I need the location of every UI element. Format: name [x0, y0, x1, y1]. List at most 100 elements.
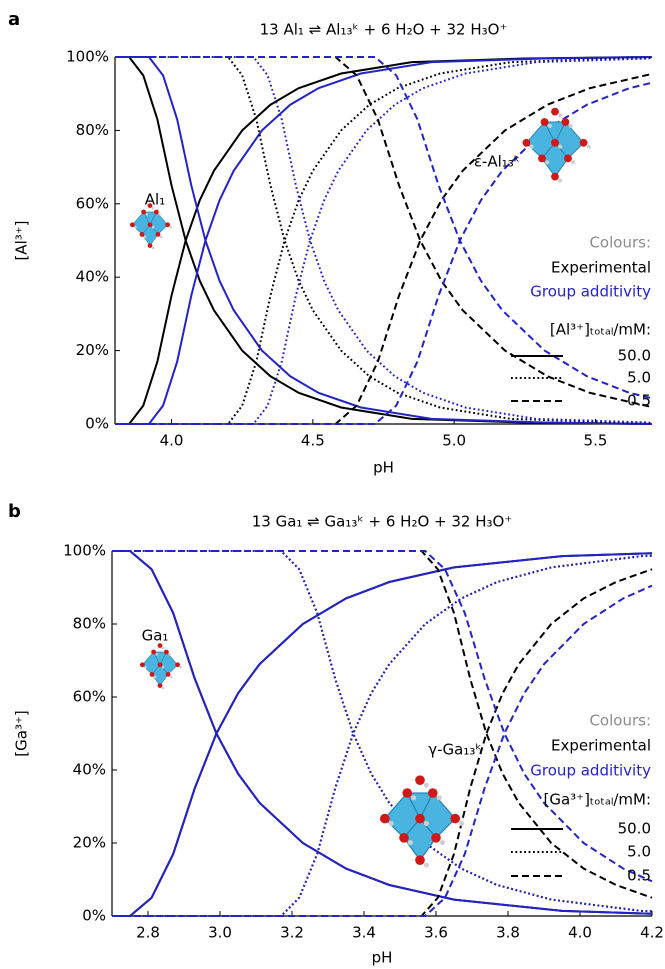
hydrogen-atom: [436, 795, 442, 801]
legend-title: Colours:: [589, 712, 651, 730]
oxygen-atom: [402, 788, 412, 798]
molecule-icon: [380, 775, 465, 868]
hydrogen-atom: [151, 225, 155, 229]
hydrogen-atom: [151, 206, 155, 210]
oxygen-atom: [431, 833, 441, 843]
x-tick-label: 3.6: [424, 924, 448, 942]
x-axis-label: pH: [372, 949, 393, 967]
data-line: [112, 552, 653, 917]
y-tick-label: 20%: [76, 341, 109, 359]
oxygen-atom: [157, 662, 163, 668]
legend-title: [Ga³⁺]ₜₒₜₐₗ/mM:: [543, 791, 651, 809]
hydrogen-atom: [144, 665, 147, 669]
y-tick-label: 60%: [76, 194, 109, 212]
oxygen-atom: [551, 138, 559, 147]
legend-entry: 5.0: [627, 843, 651, 861]
data-line: [115, 56, 653, 425]
hydrogen-atom: [411, 795, 417, 801]
data-line: [115, 56, 653, 425]
hydrogen-atom: [151, 246, 155, 250]
data-line: [115, 57, 653, 425]
data-line: [112, 554, 653, 917]
oxygen-atom: [415, 855, 425, 865]
hydrogen-atom: [558, 144, 563, 149]
hydrogen-atom: [153, 675, 157, 679]
x-tick-label: 3.8: [496, 924, 520, 942]
hydrogen-atom: [169, 675, 173, 679]
x-tick-label: 2.8: [136, 924, 160, 942]
x-tick-label: 4.5: [301, 432, 325, 450]
oxygen-atom: [130, 222, 135, 228]
annotation: ε-Al₁₃ᵏ: [474, 153, 520, 171]
oxygen-atom: [147, 203, 153, 208]
hydrogen-atom: [179, 665, 183, 669]
hydrogen-atom: [134, 225, 137, 229]
chart-title: 13 Ga₁ ⇌ Ga₁₃ᵏ + 6 H₂O + 32 H₃O⁺: [252, 513, 513, 531]
oxygen-atom: [415, 775, 425, 785]
x-tick-label: 4.2: [640, 924, 664, 942]
annotation: γ-Ga₁₃ᵏ: [428, 741, 482, 759]
y-axis-label: [Ga³⁺]: [13, 710, 31, 756]
hydrogen-atom: [423, 820, 429, 826]
oxygen-atom: [538, 154, 546, 163]
hydrogen-atom: [547, 123, 552, 128]
y-tick-label: 40%: [73, 761, 106, 779]
data-line: [115, 56, 653, 409]
oxygen-atom: [551, 172, 559, 181]
oxygen-atom: [380, 813, 390, 824]
legend-entry: Group additivity: [530, 762, 651, 780]
hydrogen-atom: [586, 144, 591, 149]
y-tick-label: 40%: [76, 268, 109, 286]
x-tick-label: 3.2: [280, 924, 304, 942]
hydrogen-atom: [439, 840, 445, 846]
y-tick-label: 0%: [82, 907, 106, 925]
hydrogen-atom: [169, 225, 173, 229]
oxygen-atom: [428, 788, 438, 798]
legend-entry: 50.0: [618, 347, 651, 365]
panel-label: a: [8, 9, 20, 30]
data-line: [112, 584, 653, 917]
x-tick-label: 4.0: [568, 924, 592, 942]
x-tick-label: 3.0: [208, 924, 232, 942]
legend-entry: Group additivity: [530, 283, 651, 301]
oxygen-atom: [149, 672, 155, 677]
y-tick-label: 100%: [63, 542, 106, 560]
oxygen-atom: [540, 118, 549, 126]
data-line: [112, 550, 653, 915]
data-line: [112, 550, 653, 913]
hydrogen-atom: [571, 160, 576, 165]
legend-entry: 50.0: [618, 820, 651, 838]
hydrogen-atom: [143, 235, 147, 239]
hydrogen-atom: [145, 213, 149, 216]
oxygen-atom: [165, 672, 171, 677]
oxygen-atom: [165, 222, 170, 228]
data-line: [115, 56, 653, 425]
data-line: [115, 56, 650, 424]
x-tick-label: 4.0: [160, 432, 184, 450]
hydrogen-atom: [158, 213, 161, 216]
legend-entry: 0.5: [627, 392, 651, 410]
oxygen-atom: [561, 118, 570, 126]
x-tick-label: 5.5: [584, 432, 608, 450]
hydrogen-atom: [168, 653, 171, 656]
oxygen-atom: [139, 232, 145, 237]
hydrogen-atom: [161, 646, 165, 650]
hydrogen-atom: [459, 820, 465, 826]
annotation: Ga₁: [142, 627, 169, 645]
data-line: [112, 550, 653, 883]
y-tick-label: 60%: [73, 688, 106, 706]
oxygen-atom: [151, 649, 156, 655]
y-tick-label: 100%: [66, 48, 109, 66]
y-tick-label: 80%: [73, 615, 106, 633]
data-line: [115, 57, 650, 425]
oxygen-atom: [450, 813, 460, 824]
data-line: [115, 81, 653, 425]
y-tick-label: 0%: [85, 415, 109, 433]
oxygen-atom: [157, 683, 163, 688]
oxygen-atom: [157, 643, 163, 648]
y-tick-label: 80%: [76, 121, 109, 139]
oxygen-atom: [564, 154, 572, 163]
hydrogen-atom: [558, 113, 563, 118]
legend-entry: Experimental: [551, 737, 651, 755]
panel-label: b: [8, 501, 21, 522]
